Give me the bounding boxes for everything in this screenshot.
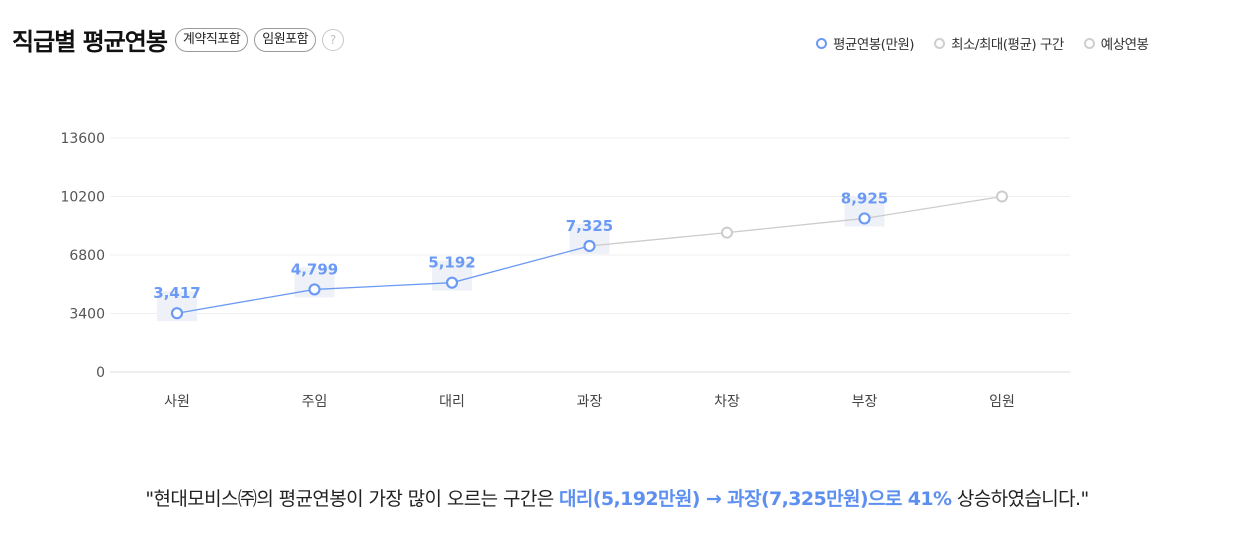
x-tick-label: 사원 [164,394,190,410]
x-tick-label: 과장 [577,394,603,410]
data-label: 7,325 [566,217,613,235]
data-point-average [858,212,871,225]
data-point-average [170,307,184,320]
data-label: 8,925 [841,189,888,207]
legend-marker-icon [934,37,946,49]
summary-highlight: 대리(5,192만원) → 과장(7,325만원)으로 41% [559,488,952,510]
y-tick-label: 3400 [69,307,105,323]
x-tick-label: 주임 [302,394,328,410]
legend-label: 최소/최대(평균) 구간 [951,37,1064,53]
badge-contract-included[interactable]: 계약직포함 [174,27,249,52]
y-tick-label: 13600 [60,131,105,147]
y-tick-label: 6800 [69,248,105,264]
chart-title: 직급별 평균연봉 [12,28,168,56]
summary-text: "현대모비스㈜의 평균연봉이 가장 많이 오르는 구간은 대리(5,192만원)… [0,484,1234,511]
summary-after: 상승하였습니다." [951,488,1089,510]
x-tick-label: 대리 [439,394,465,410]
data-label: 5,192 [428,254,475,272]
data-point-average [583,239,596,253]
series-line-expected-salary [589,195,1003,247]
x-tick-label: 차장 [714,394,740,410]
salary-line-chart: 0 3400 6800 10200 13600 사원 주임 대리 과장 차장 부장 임원 3,417 4,… [60,131,1070,410]
data-point-expected [996,190,1008,203]
legend-item-expected-salary[interactable]: 예상연봉 [1083,33,1149,53]
badge-executive-included[interactable]: 임원포함 [254,27,317,52]
series-line-average-salary [176,245,590,314]
data-point-expected [721,226,733,239]
y-tick-label: 0 [96,365,105,381]
data-point-average [445,276,459,289]
y-tick-label: 10200 [60,190,105,206]
data-label: 4,799 [291,260,338,278]
legend-marker-icon [1083,37,1095,49]
x-tick-label: 임원 [989,394,1015,410]
legend-label: 평균연봉(만원) [833,37,915,53]
legend-item-average-salary[interactable]: 평균연봉(만원) [816,33,915,53]
summary-before: "현대모비스㈜의 평균연봉이 가장 많이 오르는 구간은 [145,488,560,510]
legend-item-min-max-range[interactable]: 최소/최대(평균) 구간 [934,33,1064,53]
chart-legend: 평균연봉(만원) 최소/최대(평균) 구간 예상연봉 [816,33,1149,53]
data-label: 3,417 [153,284,200,302]
legend-marker-icon [816,37,827,49]
help-icon[interactable]: ? [322,28,345,51]
x-tick-label: 부장 [852,394,878,410]
legend-label: 예상연봉 [1100,37,1149,53]
chart-header: 직급별 평균연봉 계약직포함 임원포함 ? [12,22,345,57]
data-point-average [308,283,321,296]
